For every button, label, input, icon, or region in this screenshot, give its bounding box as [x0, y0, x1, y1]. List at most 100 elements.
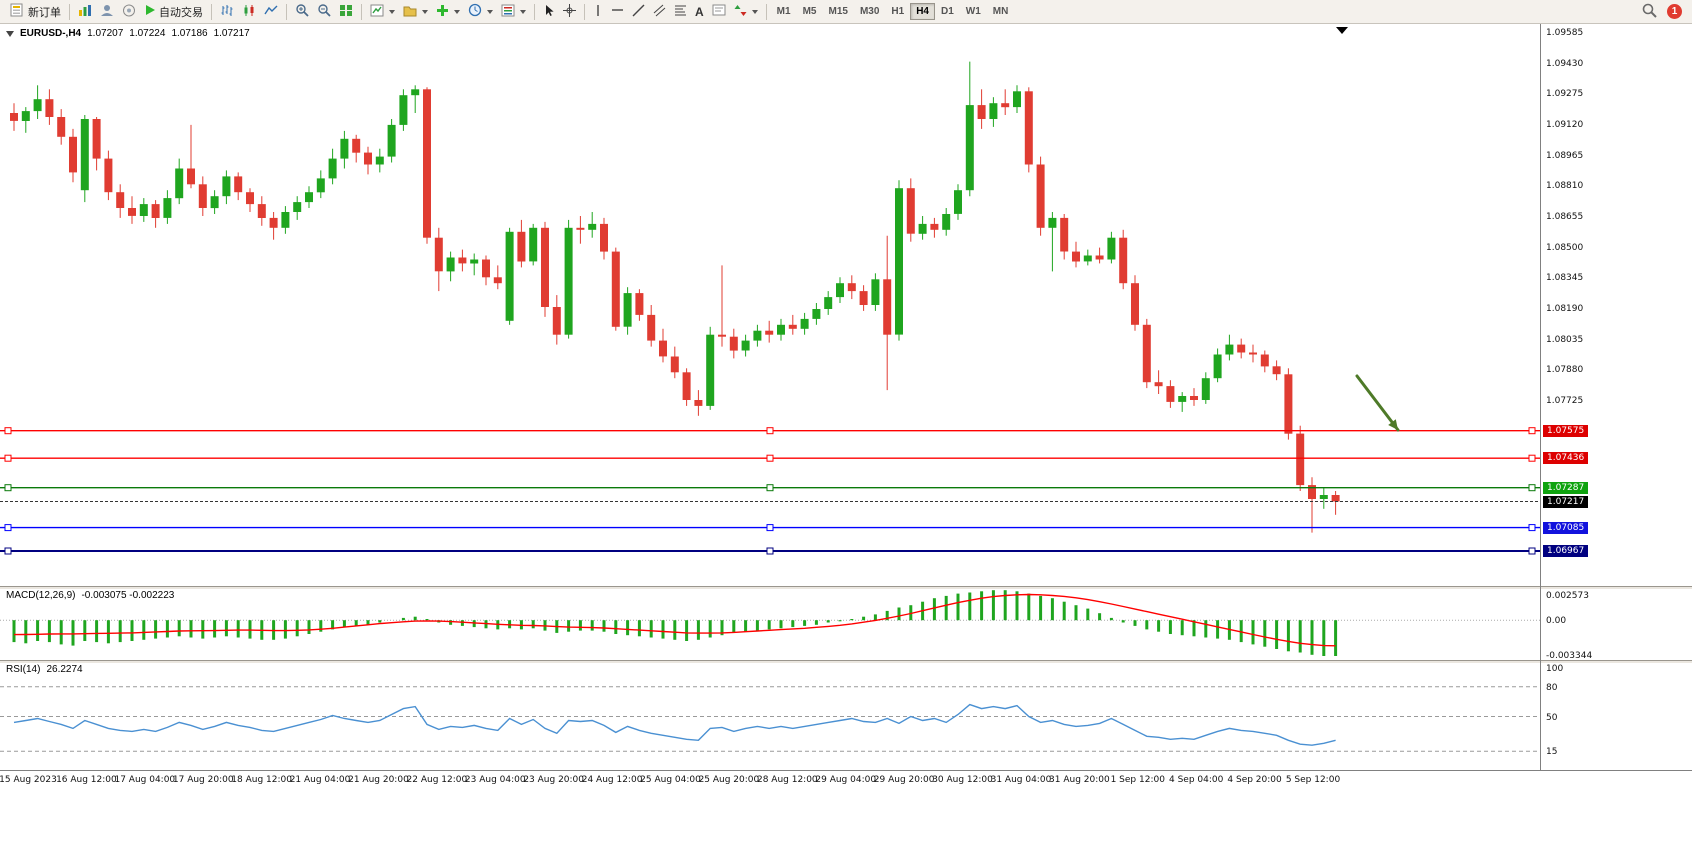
- candlestick-type-button[interactable]: [238, 2, 260, 22]
- date-axis-label: 23 Aug 20:00: [523, 775, 585, 785]
- axis-tick-label: 100: [1546, 664, 1564, 674]
- line-chart-type-button[interactable]: [260, 2, 282, 22]
- time-axis[interactable]: 15 Aug 2023 16 Aug 12:00 17 Aug 04:00 17 Au…: [0, 770, 1692, 795]
- rsi-line: [13, 703, 1336, 746]
- line-handle[interactable]: [766, 484, 774, 492]
- line-handle[interactable]: [4, 427, 12, 435]
- arrows-icon: [734, 4, 747, 20]
- axis-tick-label: 15: [1546, 747, 1558, 758]
- timeframe-H1[interactable]: H1: [885, 3, 910, 20]
- fibonacci-button[interactable]: [670, 2, 691, 22]
- axis-tick-label: 1.09430: [1546, 58, 1584, 69]
- periods-button[interactable]: [464, 2, 497, 22]
- text-label-icon: [712, 4, 726, 19]
- rsi-panel-canvas[interactable]: [0, 663, 1540, 770]
- zoom-in-button[interactable]: [291, 2, 313, 22]
- auto-trading-button[interactable]: 自动交易: [140, 2, 207, 22]
- text-label-button[interactable]: [708, 2, 730, 22]
- arrows-button[interactable]: [730, 2, 762, 22]
- axis-tick-label: 1.08345: [1546, 273, 1584, 284]
- new-order-button[interactable]: 新订单: [6, 2, 65, 22]
- timeframe-M5[interactable]: M5: [797, 3, 823, 20]
- market-watch-button[interactable]: [74, 2, 96, 22]
- date-axis-label: 15 Aug 2023: [0, 775, 57, 785]
- indicators-button[interactable]: [432, 2, 464, 22]
- line-handle[interactable]: [4, 484, 12, 492]
- macd-panel-canvas[interactable]: [0, 589, 1540, 660]
- bar-chart-type-icon: [220, 4, 234, 20]
- line-chart-type-icon: [264, 4, 278, 20]
- price-line-label: 1.07436: [1543, 452, 1589, 465]
- date-axis-label: 25 Aug 20:00: [698, 775, 760, 785]
- axis-tick-label: 1.08655: [1546, 211, 1584, 222]
- timeframe-H4[interactable]: H4: [910, 3, 935, 20]
- date-axis-label: 18 Aug 12:00: [231, 775, 292, 785]
- timeframe-W1[interactable]: W1: [960, 3, 987, 20]
- horizontal-line-icon: [611, 5, 624, 18]
- line-handle[interactable]: [766, 547, 774, 555]
- timeframe-MN[interactable]: MN: [987, 3, 1015, 20]
- navigator-button[interactable]: [118, 2, 140, 22]
- vertical-line-button[interactable]: [589, 2, 607, 22]
- arrow-annotation[interactable]: [1355, 374, 1400, 432]
- price-line-label: 1.07085: [1543, 521, 1589, 534]
- chevron-down-icon: [389, 9, 395, 14]
- date-axis-label: 21 Aug 20:00: [348, 775, 409, 785]
- new-chart-button[interactable]: [366, 2, 399, 22]
- profiles-button[interactable]: [399, 2, 432, 22]
- toolbar-separator: [584, 3, 585, 20]
- one-click-trading-toggle[interactable]: [6, 30, 14, 37]
- line-handle[interactable]: [1528, 524, 1536, 532]
- timeframe-M30[interactable]: M30: [854, 3, 885, 20]
- date-axis-label: 4 Sep 04:00: [1168, 775, 1224, 785]
- toolbar-separator: [361, 3, 362, 20]
- price-axis[interactable]: 1.09585 1.09430 1.09275 1.09120 1.08965 1.088…: [1540, 24, 1692, 770]
- date-axis-label: 22 Aug 12:00: [406, 775, 468, 785]
- toolbar-separator: [534, 3, 535, 20]
- chart-shift-marker[interactable]: [1336, 27, 1348, 34]
- chevron-down-icon: [422, 9, 428, 14]
- line-handle[interactable]: [1528, 427, 1536, 435]
- line-handle[interactable]: [766, 454, 774, 462]
- timeframe-D1[interactable]: D1: [935, 3, 960, 20]
- line-handle[interactable]: [4, 454, 12, 462]
- equidistant-channel-button[interactable]: [649, 2, 670, 22]
- crosshair-button[interactable]: [559, 2, 580, 22]
- navigator-icon: [122, 4, 136, 20]
- horizontal-line-button[interactable]: [607, 2, 628, 22]
- notification-badge[interactable]: 1: [1667, 4, 1682, 19]
- line-handle[interactable]: [766, 427, 774, 435]
- zoom-out-button[interactable]: [313, 2, 335, 22]
- search-icon: [1641, 2, 1657, 21]
- price-line-label: 1.07287: [1543, 481, 1589, 494]
- macd-signal-line: [13, 593, 1336, 647]
- line-handle[interactable]: [1528, 547, 1536, 555]
- data-window-button[interactable]: [96, 2, 118, 22]
- search-button[interactable]: [1637, 2, 1661, 22]
- line-handle[interactable]: [1528, 484, 1536, 492]
- trendline-button[interactable]: [628, 2, 649, 22]
- templates-button[interactable]: [497, 2, 530, 22]
- date-axis-label: 25 Aug 04:00: [640, 775, 701, 785]
- rsi-indicator-label: RSI(14) 26.2274: [6, 664, 83, 675]
- bar-chart-type-button[interactable]: [216, 2, 238, 22]
- cursor-button[interactable]: [539, 2, 559, 22]
- date-axis-label: 5 Sep 12:00: [1285, 775, 1341, 785]
- main-chart-canvas[interactable]: [0, 24, 1540, 586]
- panel-splitter[interactable]: [0, 660, 1692, 663]
- timeframe-M1[interactable]: M1: [771, 3, 797, 20]
- symbol-period-label: EURUSD-,H4: [20, 28, 82, 39]
- zoom-out-icon: [317, 3, 331, 20]
- panel-splitter[interactable]: [0, 586, 1692, 589]
- timeframe-M15[interactable]: M15: [822, 3, 853, 20]
- market-watch-icon: [78, 4, 92, 20]
- arrow-annotation-head: [1388, 419, 1398, 430]
- line-handle[interactable]: [4, 547, 12, 555]
- text-button[interactable]: A: [691, 2, 708, 22]
- axis-tick-label: 50: [1546, 712, 1558, 723]
- line-handle[interactable]: [1528, 454, 1536, 462]
- line-handle[interactable]: [766, 524, 774, 532]
- tile-windows-icon: [339, 4, 353, 20]
- tile-windows-button[interactable]: [335, 2, 357, 22]
- line-handle[interactable]: [4, 524, 12, 532]
